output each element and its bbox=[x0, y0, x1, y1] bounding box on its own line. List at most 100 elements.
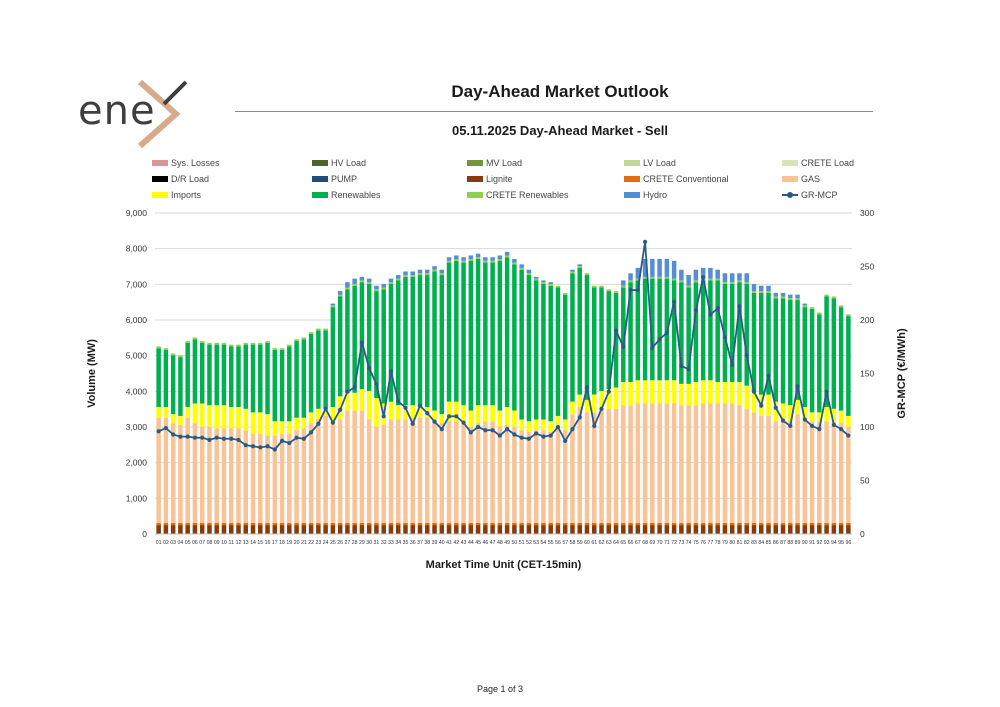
bar-crete-renewables bbox=[185, 341, 190, 343]
bar-crete-renewables bbox=[279, 348, 285, 350]
bar-lignite bbox=[403, 525, 408, 534]
bar-renewables bbox=[751, 292, 757, 391]
bar-crete-renewables bbox=[693, 280, 699, 283]
bar-crete-renewables bbox=[751, 291, 757, 293]
bar-crete-renewables bbox=[512, 262, 517, 265]
legend-item-gas: GAS bbox=[782, 172, 820, 186]
point-gr-mcp bbox=[621, 344, 626, 349]
bar-renewables bbox=[780, 298, 786, 404]
bar-renewables bbox=[359, 282, 365, 390]
legend-swatch bbox=[152, 176, 168, 182]
bar-imports bbox=[766, 394, 771, 416]
point-gr-mcp bbox=[490, 428, 495, 433]
bar-crete-renewables bbox=[628, 280, 633, 283]
bar-imports bbox=[185, 407, 190, 418]
bar-imports bbox=[446, 401, 452, 422]
bar-lignite bbox=[395, 525, 401, 534]
bar-lignite bbox=[548, 525, 553, 534]
bar-gas bbox=[584, 412, 590, 523]
y2-tick-label: 100 bbox=[860, 422, 874, 432]
bar-imports bbox=[606, 389, 612, 409]
bar-crete-conventional bbox=[221, 522, 227, 526]
legend-swatch bbox=[624, 160, 640, 166]
bar-hydro bbox=[519, 264, 524, 268]
bar-gas bbox=[178, 424, 183, 523]
bar-imports bbox=[388, 401, 394, 420]
x-tick-label: 71 bbox=[664, 540, 670, 546]
bar-gas bbox=[497, 426, 503, 523]
bar-renewables bbox=[679, 282, 684, 384]
x-tick-label: 52 bbox=[526, 540, 532, 546]
bar-gas bbox=[650, 403, 655, 523]
bar-crete-conventional bbox=[352, 522, 357, 526]
bar-crete-conventional bbox=[156, 522, 161, 526]
x-tick-label: 54 bbox=[541, 540, 547, 546]
bar-lignite bbox=[715, 525, 720, 534]
bar-renewables bbox=[766, 292, 771, 395]
bar-renewables bbox=[483, 262, 488, 406]
bar-imports bbox=[846, 415, 851, 427]
bar-hydro bbox=[548, 282, 553, 284]
bar-crete-renewables bbox=[824, 294, 829, 297]
bar-lignite bbox=[163, 525, 169, 534]
bar-crete-conventional bbox=[170, 522, 176, 526]
bar-crete-renewables bbox=[621, 285, 626, 288]
bar-hydro bbox=[577, 264, 582, 267]
legend-swatch bbox=[624, 176, 640, 182]
bar-crete-conventional bbox=[366, 522, 372, 526]
x-tick-label: 86 bbox=[773, 540, 779, 546]
point-gr-mcp bbox=[526, 436, 532, 441]
bar-crete-conventional bbox=[345, 522, 350, 526]
bar-gas bbox=[316, 419, 321, 523]
point-gr-mcp bbox=[737, 303, 742, 309]
legend-item-crete-load: CRETE Load bbox=[782, 156, 854, 170]
bar-crete-renewables bbox=[773, 296, 779, 299]
bar-crete-conventional bbox=[519, 522, 524, 526]
bar-lignite bbox=[519, 525, 524, 534]
legend-swatch bbox=[152, 192, 168, 198]
point-gr-mcp bbox=[817, 427, 822, 432]
bar-lignite bbox=[337, 525, 343, 534]
bar-crete-renewables bbox=[199, 341, 205, 343]
bar-gas bbox=[657, 403, 662, 523]
x-tick-label: 18 bbox=[279, 540, 285, 546]
bar-lignite bbox=[497, 525, 503, 534]
bar-crete-renewables bbox=[192, 337, 198, 340]
bar-renewables bbox=[352, 285, 357, 393]
bar-renewables bbox=[693, 282, 699, 383]
legend-label: GAS bbox=[801, 174, 821, 184]
bar-lignite bbox=[584, 525, 590, 534]
bar-crete-renewables bbox=[657, 276, 662, 279]
bar-renewables bbox=[316, 330, 321, 409]
bar-lignite bbox=[352, 525, 357, 534]
legend-item-lignite: Lignite bbox=[467, 172, 513, 186]
bar-crete-renewables bbox=[650, 276, 655, 279]
point-gr-mcp bbox=[577, 415, 582, 420]
bar-gas bbox=[381, 424, 386, 523]
point-gr-mcp bbox=[258, 445, 263, 450]
bar-crete-conventional bbox=[592, 522, 597, 526]
bar-hydro bbox=[483, 257, 488, 261]
bar-lignite bbox=[744, 525, 749, 534]
bar-crete-conventional bbox=[715, 522, 720, 526]
legend-swatch bbox=[312, 176, 328, 182]
bar-imports bbox=[475, 405, 481, 424]
x-tick-label: 53 bbox=[533, 540, 539, 546]
point-gr-mcp bbox=[185, 434, 190, 439]
x-tick-label: 33 bbox=[388, 540, 394, 546]
bar-imports bbox=[345, 392, 350, 411]
bar-hydro bbox=[628, 273, 633, 281]
x-tick-label: 85 bbox=[766, 540, 772, 546]
x-tick-label: 74 bbox=[686, 540, 692, 546]
bar-gas bbox=[221, 428, 227, 523]
bar-imports bbox=[330, 407, 336, 425]
bar-imports bbox=[214, 405, 219, 429]
x-tick-label: 78 bbox=[715, 540, 721, 546]
x-tick-label: 88 bbox=[787, 540, 793, 546]
x-tick-label: 11 bbox=[229, 540, 234, 546]
bar-renewables bbox=[301, 339, 307, 418]
bar-lignite bbox=[773, 525, 779, 534]
bar-renewables bbox=[163, 349, 169, 408]
x-tick-label: 66 bbox=[628, 540, 634, 546]
bar-hydro bbox=[439, 269, 445, 274]
